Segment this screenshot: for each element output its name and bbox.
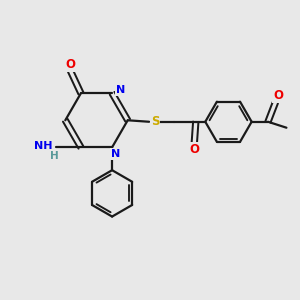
- Text: H: H: [50, 151, 59, 160]
- Text: S: S: [151, 115, 159, 128]
- Text: N: N: [111, 149, 120, 159]
- Text: O: O: [273, 89, 284, 102]
- Text: O: O: [65, 58, 76, 71]
- Text: NH: NH: [34, 141, 52, 151]
- Text: N: N: [116, 85, 125, 95]
- Text: O: O: [189, 143, 199, 156]
